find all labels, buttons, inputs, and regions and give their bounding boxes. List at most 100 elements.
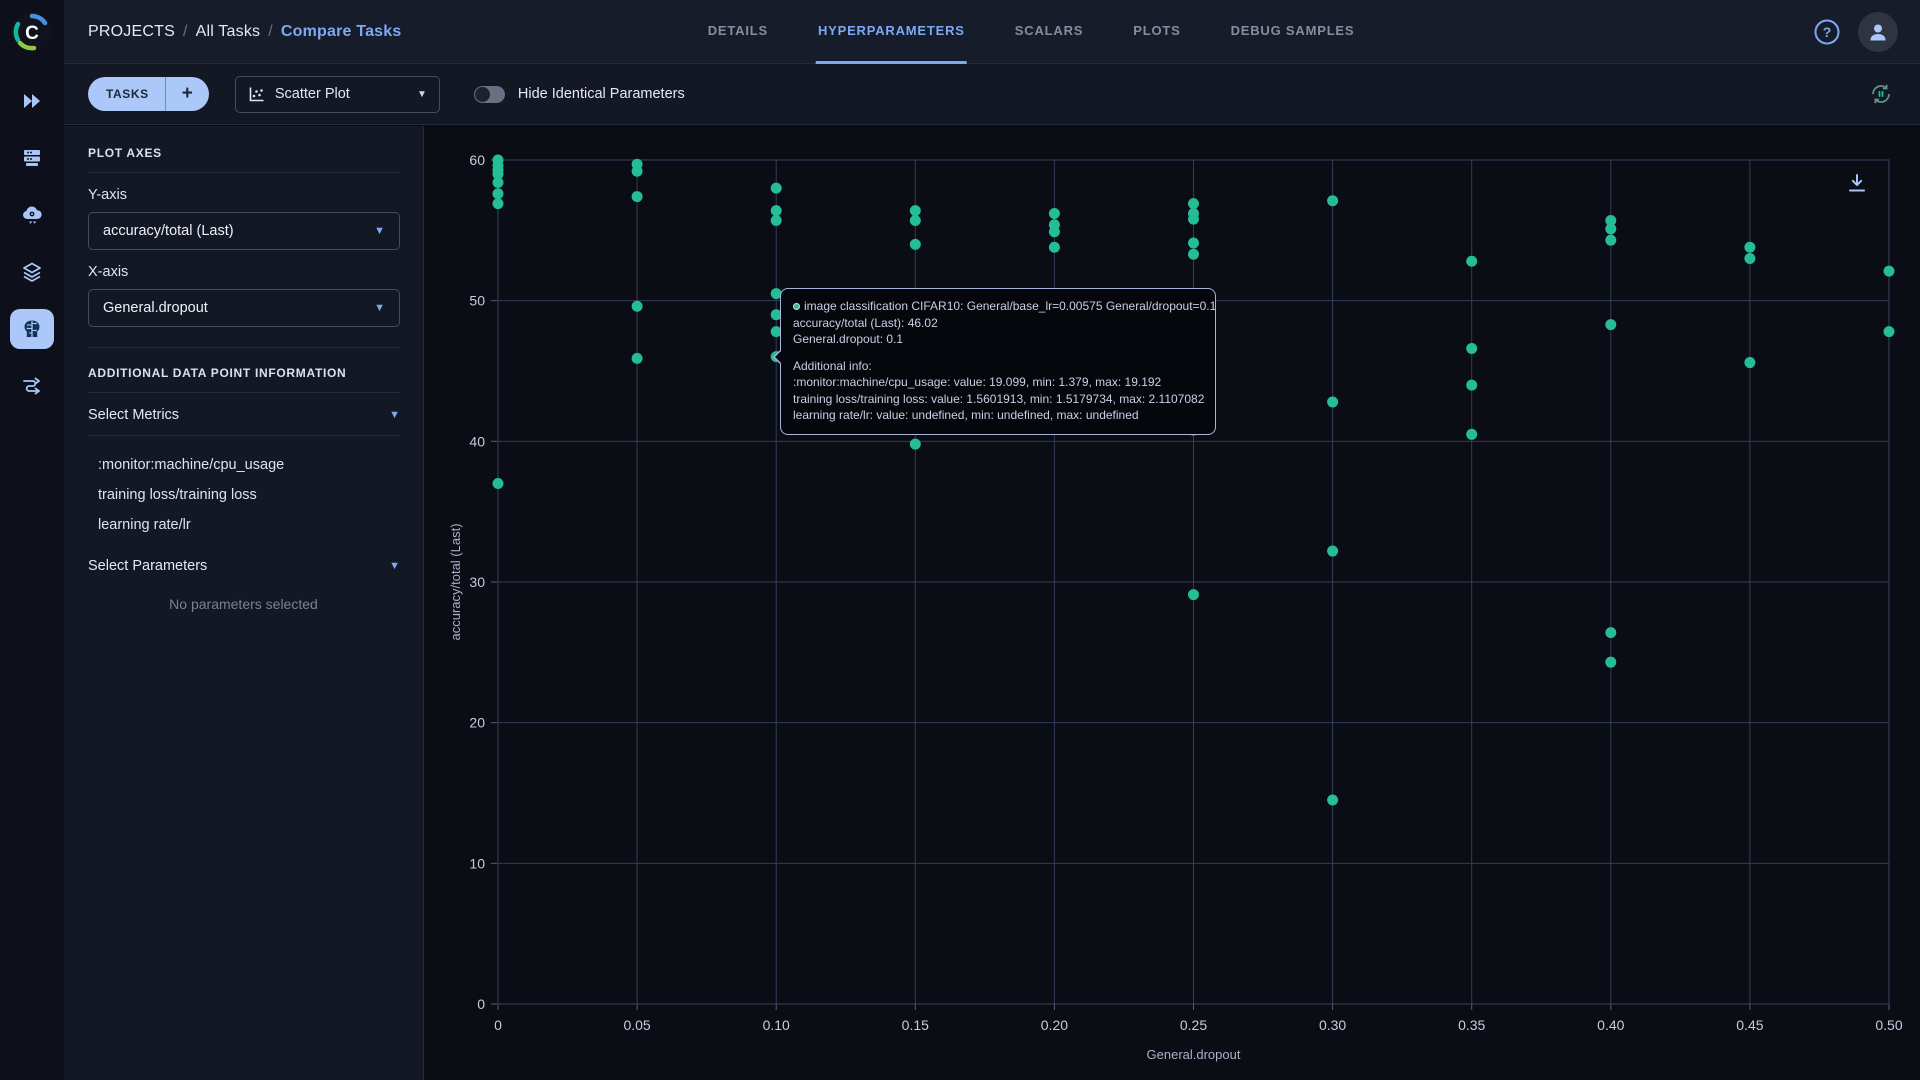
breadcrumb-all-tasks[interactable]: All Tasks: [195, 22, 261, 40]
tab-debug-samples[interactable]: DEBUG SAMPLES: [1230, 23, 1355, 38]
scatter-plot-icon: [249, 87, 264, 101]
breadcrumb-projects[interactable]: PROJECTS: [88, 22, 175, 40]
svg-text:C: C: [25, 23, 39, 44]
scatter-point[interactable]: [909, 205, 921, 217]
scatter-point[interactable]: [1188, 248, 1199, 260]
sidebar-item-projects[interactable]: [10, 81, 54, 121]
scatter-point[interactable]: [1605, 223, 1617, 235]
scatter-point[interactable]: [631, 191, 643, 203]
sidebar-item-queues[interactable]: [10, 138, 54, 178]
scatter-point[interactable]: [1048, 241, 1060, 253]
scatter-point[interactable]: [1744, 241, 1756, 253]
metric-item: learning rate/lr: [98, 517, 191, 533]
scatter-point[interactable]: [770, 182, 782, 194]
x-tick-label: 0.30: [1319, 1017, 1346, 1033]
scatter-point[interactable]: [1605, 319, 1617, 331]
sidebar-item-autoscalers[interactable]: [10, 195, 54, 235]
scatter-chart-area: 0 0.05 0.10 0.15 0.20 0.25 0.30 0.35 0.40 0.45 0.5…: [425, 126, 1920, 1080]
scatter-point[interactable]: [770, 326, 782, 338]
sidebar-item-datasets[interactable]: [10, 252, 54, 292]
scatter-point[interactable]: [1327, 396, 1339, 408]
select-metrics-dropdown[interactable]: Select Metrics ▼: [88, 407, 400, 423]
tab-plots[interactable]: PLOTS: [1133, 23, 1181, 38]
scatter-point[interactable]: [1188, 589, 1199, 601]
tab-details[interactable]: DETAILS: [707, 23, 768, 38]
additional-info-title: ADDITIONAL DATA POINT INFORMATION: [88, 366, 347, 380]
metric-item: :monitor:machine/cpu_usage: [98, 457, 285, 473]
tab-bar: DETAILS HYPERPARAMETERS SCALARS PLOTS DEBUG …: [706, 0, 1357, 64]
scatter-point[interactable]: [909, 438, 921, 450]
scatter-point[interactable]: [1466, 428, 1478, 440]
scatter-point[interactable]: [1327, 794, 1339, 806]
x-axis-label: X-axis: [88, 264, 129, 280]
scatter-point[interactable]: [1605, 214, 1617, 226]
scatter-point[interactable]: [631, 165, 643, 177]
selected-metrics-list: :monitor:machine/cpu_usage training loss/…: [88, 450, 399, 540]
scatter-point[interactable]: [1466, 255, 1478, 267]
scatter-point[interactable]: [1048, 207, 1060, 219]
chevron-down-icon: ▼: [389, 409, 400, 421]
scatter-point[interactable]: [492, 478, 504, 490]
tooltip-line: General.dropout: 0.1: [793, 332, 904, 346]
tooltip-series-bullet: [793, 302, 800, 310]
y-tick-label: 40: [469, 433, 485, 449]
scatter-point[interactable]: [770, 288, 782, 300]
scatter-point[interactable]: [492, 168, 504, 180]
tooltip-title: image classification CIFAR10: General/ba…: [804, 299, 1217, 313]
auto-refresh-icon[interactable]: [1868, 81, 1894, 107]
scatter-point[interactable]: [1744, 357, 1756, 369]
plot-type-select[interactable]: Scatter Plot ▼: [234, 75, 440, 113]
scatter-point[interactable]: [770, 309, 782, 321]
scatter-point[interactable]: [909, 238, 921, 250]
scatter-point[interactable]: [1605, 234, 1617, 246]
help-icon[interactable]: ?: [1814, 19, 1840, 45]
scatter-point[interactable]: [1188, 237, 1199, 249]
scatter-point[interactable]: [1744, 252, 1756, 264]
scatter-point[interactable]: [1466, 342, 1478, 354]
y-tick-label: 10: [469, 855, 485, 871]
scatter-point[interactable]: [1883, 265, 1895, 277]
scatter-point[interactable]: [492, 188, 504, 200]
x-tick-label: 0.10: [763, 1017, 790, 1033]
download-image-icon[interactable]: [1846, 172, 1868, 194]
tab-scalars[interactable]: SCALARS: [1014, 23, 1084, 38]
scatter-point[interactable]: [631, 300, 643, 312]
x-tick-label: 0.25: [1180, 1017, 1207, 1033]
y-axis-value: accuracy/total (Last): [103, 223, 234, 239]
scatter-point[interactable]: [1883, 326, 1895, 338]
scatter-point[interactable]: [770, 214, 782, 226]
breadcrumb: PROJECTS / All Tasks / Compare Tasks: [88, 22, 402, 40]
select-metrics-label: Select Metrics: [88, 407, 180, 423]
chevron-down-icon: ▼: [374, 302, 385, 314]
scatter-point[interactable]: [492, 177, 504, 189]
scatter-point[interactable]: [492, 198, 504, 210]
scatter-point[interactable]: [1188, 213, 1199, 225]
y-tick-label: 60: [469, 152, 485, 168]
tooltip-additional-lines: :monitor:machine/cpu_usage: value: 19.09…: [793, 374, 1204, 424]
x-axis-select[interactable]: General.dropout ▼: [88, 289, 400, 327]
scatter-point[interactable]: [770, 205, 782, 217]
scatter-point[interactable]: [1048, 226, 1060, 238]
breadcrumb-compare-tasks: Compare Tasks: [280, 22, 402, 40]
x-axis-title: General.dropout: [1147, 1047, 1241, 1062]
sidebar-item-experiments[interactable]: [10, 309, 54, 349]
scatter-point[interactable]: [1605, 656, 1617, 668]
sidebar-item-pipelines[interactable]: [10, 366, 54, 406]
scatter-point[interactable]: [1327, 545, 1339, 557]
scatter-point[interactable]: [1605, 627, 1617, 639]
add-task-button[interactable]: +: [181, 83, 193, 104]
compare-toolbar: TASKS + Scatter Plot ▼ Hide Identical Pa…: [64, 64, 1920, 125]
scatter-point[interactable]: [909, 214, 921, 226]
tasks-selector-button[interactable]: TASKS +: [88, 77, 209, 111]
select-parameters-dropdown[interactable]: Select Parameters ▼: [88, 558, 400, 574]
scatter-point[interactable]: [1466, 379, 1478, 391]
scatter-point[interactable]: [631, 352, 643, 364]
tab-hyperparameters[interactable]: HYPERPARAMETERS: [815, 0, 967, 64]
y-axis-select[interactable]: accuracy/total (Last) ▼: [88, 212, 400, 250]
scatter-point[interactable]: [1188, 198, 1199, 210]
clearml-logo[interactable]: C: [11, 11, 53, 53]
scatter-point[interactable]: [1327, 195, 1339, 207]
user-avatar[interactable]: [1858, 11, 1898, 52]
hide-identical-toggle[interactable]: [473, 85, 505, 103]
user-icon: [1870, 24, 1886, 40]
